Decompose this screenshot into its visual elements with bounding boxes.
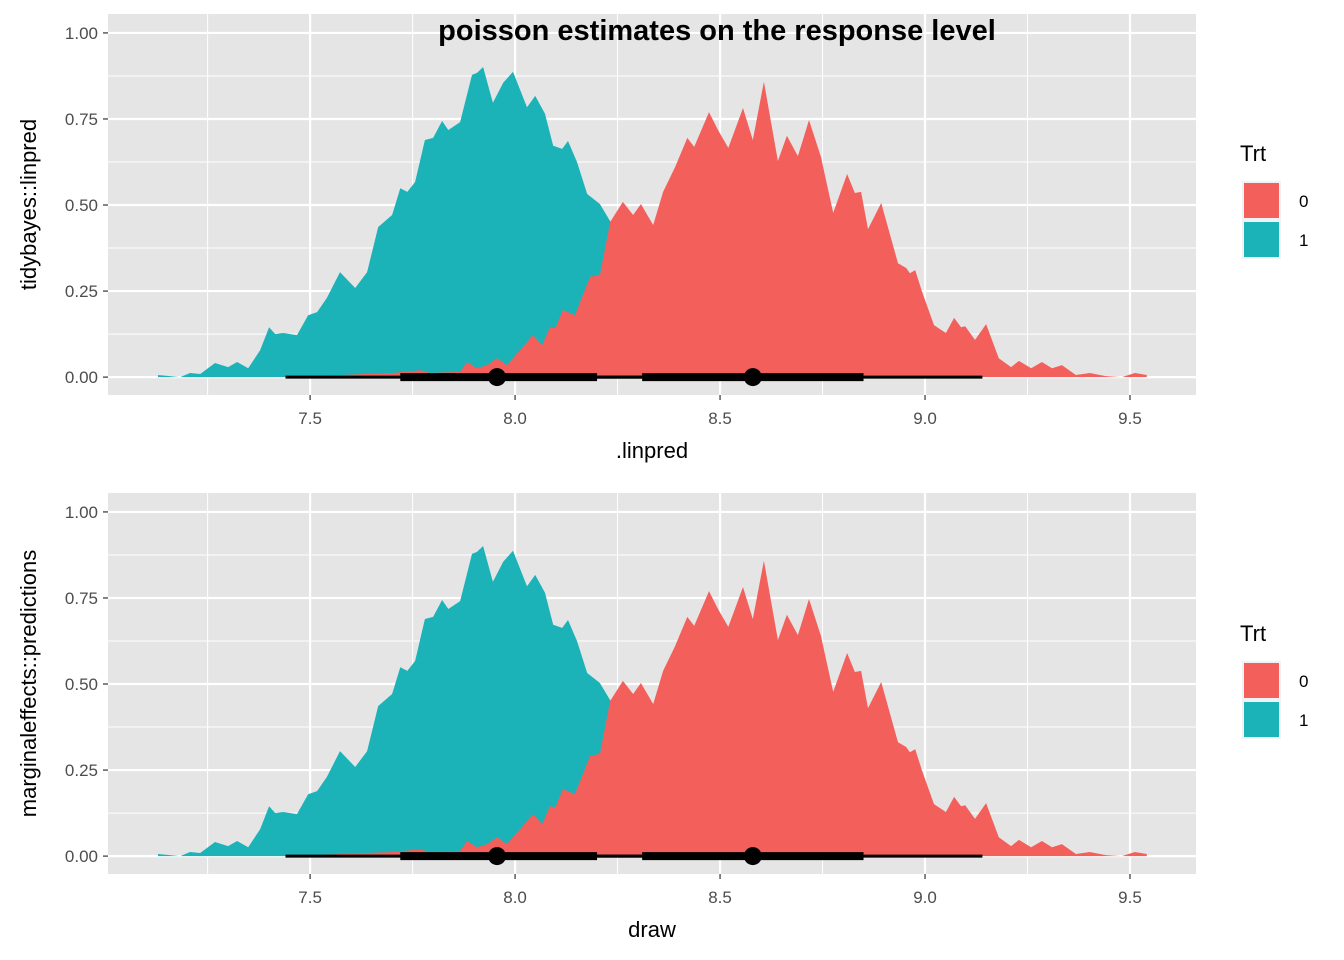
legend-swatch-trt-0 bbox=[1244, 183, 1279, 218]
y-tick-label: 0.75 bbox=[65, 589, 98, 608]
legend-swatch-trt-1 bbox=[1244, 702, 1279, 737]
x-tick-label: 8.0 bbox=[503, 409, 527, 428]
y-axis-label: marginaleffects::predictions bbox=[16, 550, 41, 817]
y-tick-label: 1.00 bbox=[65, 503, 98, 522]
chart-title: poisson estimates on the response level bbox=[438, 15, 996, 47]
y-tick-label: 0.25 bbox=[65, 761, 98, 780]
x-tick-label: 7.5 bbox=[298, 409, 322, 428]
legend: Trt 0 1 bbox=[1240, 621, 1308, 739]
point-estimate-trt-1 bbox=[488, 847, 507, 866]
x-axis-label: .linpred bbox=[616, 438, 688, 463]
legend-title: Trt bbox=[1240, 141, 1266, 166]
y-tick-label: 0.00 bbox=[65, 847, 98, 866]
density-area-trt-0 bbox=[289, 81, 1147, 378]
legend-title: Trt bbox=[1240, 621, 1266, 646]
x-tick-label: 9.5 bbox=[1118, 888, 1142, 907]
panel-2: 7.5 8.0 8.5 9.0 9.5 0.00 0.25 0.50 0.75 1.00 draw m… bbox=[16, 493, 1308, 942]
y-tick-label: 1.00 bbox=[65, 24, 98, 43]
y-tick-label: 0.50 bbox=[65, 675, 98, 694]
y-axis-label: tidybayes::linpred bbox=[16, 119, 41, 290]
y-tick-label: 0.00 bbox=[65, 368, 98, 387]
x-tick-label: 8.0 bbox=[503, 888, 527, 907]
x-tick-label: 8.5 bbox=[708, 888, 732, 907]
legend-label: 0 bbox=[1299, 192, 1308, 211]
density-area-trt-0 bbox=[289, 560, 1147, 857]
x-tick-label: 9.0 bbox=[913, 409, 937, 428]
panel-1: 7.5 8.0 8.5 9.0 9.5 0.00 0.25 0.50 0.75 1.00 .linp… bbox=[16, 14, 1308, 463]
legend-swatch-trt-1 bbox=[1244, 222, 1279, 257]
y-tick-label: 0.75 bbox=[65, 110, 98, 129]
x-axis-label: draw bbox=[628, 917, 676, 942]
y-tick-label: 0.50 bbox=[65, 196, 98, 215]
legend: Trt 0 1 bbox=[1240, 141, 1308, 259]
point-estimate-trt-0 bbox=[743, 847, 762, 866]
point-estimate-trt-0 bbox=[743, 368, 762, 387]
y-tick-label: 0.25 bbox=[65, 282, 98, 301]
x-tick-label: 7.5 bbox=[298, 888, 322, 907]
legend-swatch-trt-0 bbox=[1244, 663, 1279, 698]
x-tick-label: 9.0 bbox=[913, 888, 937, 907]
x-tick-label: 9.5 bbox=[1118, 409, 1142, 428]
legend-label: 1 bbox=[1299, 711, 1308, 730]
point-estimate-trt-1 bbox=[488, 368, 507, 387]
legend-label: 1 bbox=[1299, 231, 1308, 250]
x-tick-label: 8.5 bbox=[708, 409, 732, 428]
legend-label: 0 bbox=[1299, 672, 1308, 691]
